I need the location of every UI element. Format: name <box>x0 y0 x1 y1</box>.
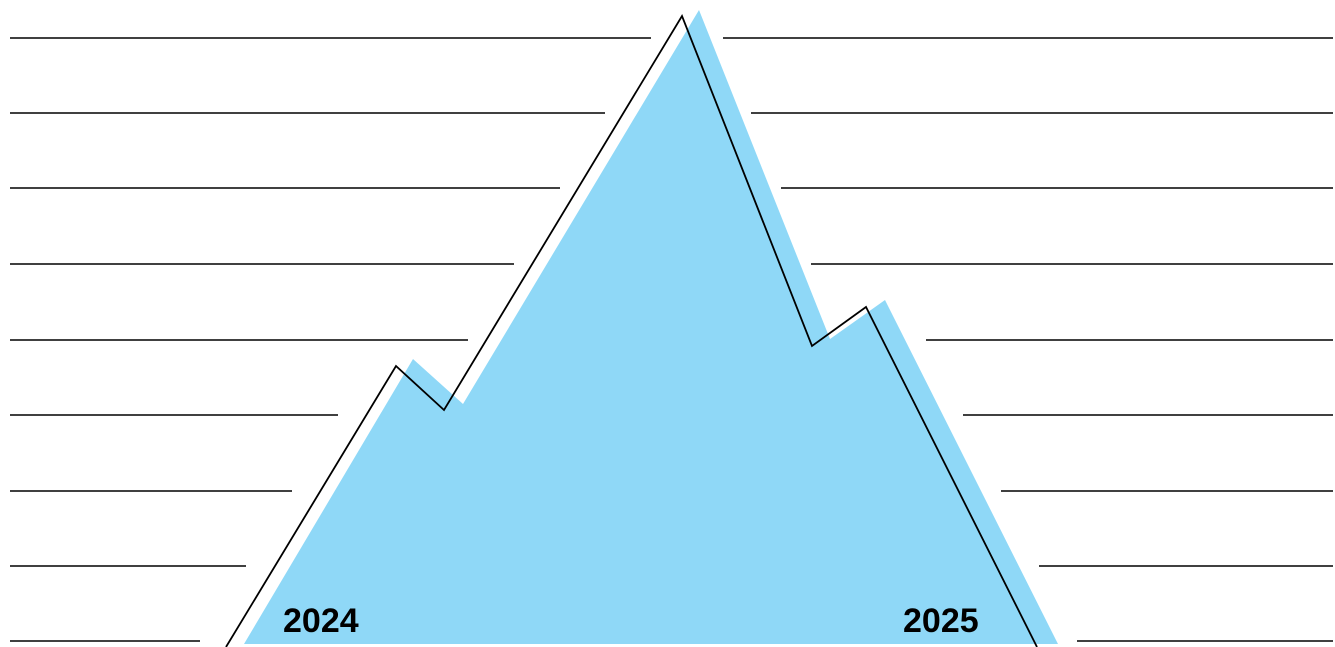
year-label-2024: 2024 <box>283 602 359 640</box>
mountain-fill-shape <box>244 10 1058 644</box>
left-lines <box>10 37 651 642</box>
mountain-outline <box>225 13 1038 647</box>
year-label-2025: 2025 <box>903 602 979 640</box>
right-lines <box>723 37 1333 642</box>
